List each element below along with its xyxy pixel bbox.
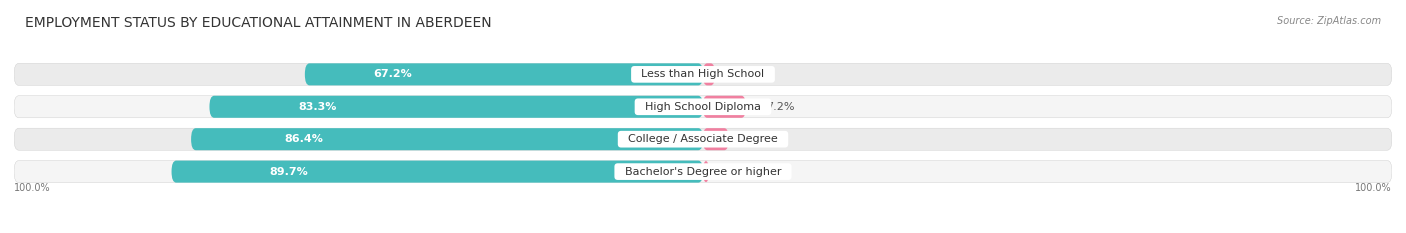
Text: EMPLOYMENT STATUS BY EDUCATIONAL ATTAINMENT IN ABERDEEN: EMPLOYMENT STATUS BY EDUCATIONAL ATTAINM… [25, 16, 492, 30]
Text: 67.2%: 67.2% [373, 69, 412, 79]
Text: 100.0%: 100.0% [14, 183, 51, 193]
FancyBboxPatch shape [172, 161, 703, 183]
Text: 1.0%: 1.0% [730, 167, 758, 177]
Text: 86.4%: 86.4% [284, 134, 323, 144]
Text: Less than High School: Less than High School [634, 69, 772, 79]
FancyBboxPatch shape [703, 128, 728, 150]
FancyBboxPatch shape [703, 161, 709, 183]
Text: High School Diploma: High School Diploma [638, 102, 768, 112]
FancyBboxPatch shape [305, 63, 703, 85]
FancyBboxPatch shape [14, 161, 1392, 183]
Text: 100.0%: 100.0% [1355, 183, 1392, 193]
Text: Source: ZipAtlas.com: Source: ZipAtlas.com [1277, 16, 1381, 26]
Text: 7.2%: 7.2% [766, 102, 794, 112]
FancyBboxPatch shape [703, 96, 745, 118]
FancyBboxPatch shape [209, 96, 703, 118]
Text: 83.3%: 83.3% [299, 102, 337, 112]
FancyBboxPatch shape [703, 63, 714, 85]
Text: 2.0%: 2.0% [735, 69, 763, 79]
FancyBboxPatch shape [14, 96, 1392, 118]
Text: 89.7%: 89.7% [269, 167, 308, 177]
FancyBboxPatch shape [14, 128, 1392, 150]
Text: 4.3%: 4.3% [749, 134, 778, 144]
FancyBboxPatch shape [191, 128, 703, 150]
Text: Bachelor's Degree or higher: Bachelor's Degree or higher [617, 167, 789, 177]
Text: College / Associate Degree: College / Associate Degree [621, 134, 785, 144]
FancyBboxPatch shape [14, 63, 1392, 85]
